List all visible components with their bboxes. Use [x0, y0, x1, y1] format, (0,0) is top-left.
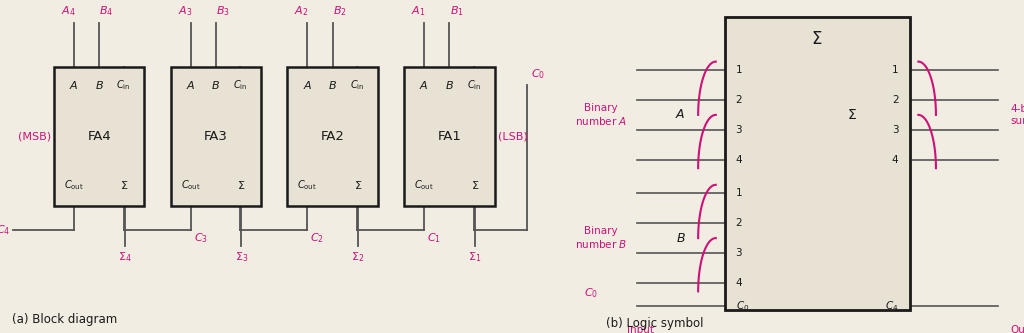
Text: 3: 3 — [735, 125, 742, 135]
Text: $\Sigma_2$: $\Sigma_2$ — [351, 250, 365, 263]
Bar — [404, 67, 495, 206]
Text: 4: 4 — [735, 155, 742, 165]
Text: 4: 4 — [735, 278, 742, 288]
Text: $B_3$: $B_3$ — [216, 5, 230, 18]
Text: $C_{\mathregular{in}}$: $C_{\mathregular{in}}$ — [350, 78, 365, 92]
Text: FA2: FA2 — [321, 130, 345, 143]
Text: $C_{\mathregular{out}}$: $C_{\mathregular{out}}$ — [63, 178, 84, 192]
Text: $C_{\mathregular{in}}$: $C_{\mathregular{in}}$ — [233, 78, 248, 92]
Text: 2: 2 — [735, 95, 742, 105]
Bar — [171, 67, 261, 206]
Text: (a) Block diagram: (a) Block diagram — [11, 313, 117, 326]
Text: (LSB): (LSB) — [498, 132, 527, 142]
Text: $A_4$: $A_4$ — [60, 5, 76, 18]
Text: 3: 3 — [892, 125, 898, 135]
Text: $B$: $B$ — [329, 79, 337, 91]
Text: $\Sigma$: $\Sigma$ — [471, 179, 479, 191]
Text: Binary
number $B$: Binary number $B$ — [575, 226, 628, 250]
Text: $A_2$: $A_2$ — [294, 5, 308, 18]
Text: $C_{\mathregular{in}}$: $C_{\mathregular{in}}$ — [117, 78, 131, 92]
Text: $C_3$: $C_3$ — [194, 231, 208, 245]
Text: FA4: FA4 — [87, 130, 111, 143]
Text: Output
carry: Output carry — [1011, 325, 1024, 333]
Text: (b) Logic symbol: (b) Logic symbol — [605, 317, 703, 330]
Text: $B$: $B$ — [212, 79, 220, 91]
Text: $A$: $A$ — [676, 108, 686, 122]
Text: Input
carry: Input carry — [628, 325, 654, 333]
Text: $C_{\mathregular{out}}$: $C_{\mathregular{out}}$ — [414, 178, 434, 192]
Bar — [725, 17, 909, 310]
Text: 1: 1 — [892, 65, 898, 75]
Text: $C_0$: $C_0$ — [735, 299, 749, 313]
Text: $\Sigma$: $\Sigma$ — [238, 179, 246, 191]
Text: FA3: FA3 — [204, 130, 228, 143]
Text: $A_1$: $A_1$ — [411, 5, 426, 18]
Bar — [288, 67, 378, 206]
Text: $\Sigma_3$: $\Sigma_3$ — [234, 250, 248, 263]
Text: $C_0$: $C_0$ — [531, 68, 546, 82]
Text: 4-bit
sum: 4-bit sum — [1011, 104, 1024, 126]
Text: $C_0$: $C_0$ — [584, 286, 598, 300]
Text: $B_2$: $B_2$ — [333, 5, 346, 18]
Text: $A_3$: $A_3$ — [177, 5, 193, 18]
Text: $\Sigma$: $\Sigma$ — [354, 179, 362, 191]
Text: FA1: FA1 — [437, 130, 462, 143]
Text: $C_1$: $C_1$ — [427, 231, 441, 245]
Text: $B$: $B$ — [676, 231, 685, 245]
Text: $A$: $A$ — [186, 79, 196, 91]
Text: $B_1$: $B_1$ — [450, 5, 464, 18]
Text: $\Sigma_1$: $\Sigma_1$ — [468, 250, 481, 263]
Text: 1: 1 — [735, 188, 742, 198]
Text: $C_{\mathregular{out}}$: $C_{\mathregular{out}}$ — [297, 178, 317, 192]
Text: $A$: $A$ — [420, 79, 429, 91]
Text: $C_4$: $C_4$ — [885, 299, 898, 313]
Text: $B$: $B$ — [445, 79, 454, 91]
Text: 3: 3 — [735, 248, 742, 258]
Text: $C_2$: $C_2$ — [310, 231, 325, 245]
Text: $\Sigma$: $\Sigma$ — [121, 179, 129, 191]
Text: $\Sigma_4$: $\Sigma_4$ — [118, 250, 131, 263]
Bar — [54, 67, 144, 206]
Text: $C_4$: $C_4$ — [0, 223, 10, 237]
Text: $B$: $B$ — [95, 79, 103, 91]
Text: Binary
number $A$: Binary number $A$ — [575, 103, 628, 127]
Text: $A$: $A$ — [303, 79, 312, 91]
Text: $\Sigma$: $\Sigma$ — [811, 30, 822, 48]
Text: $\Sigma$: $\Sigma$ — [847, 108, 857, 122]
Text: (MSB): (MSB) — [18, 132, 51, 142]
Text: $C_{\mathregular{out}}$: $C_{\mathregular{out}}$ — [180, 178, 201, 192]
Text: $A$: $A$ — [70, 79, 79, 91]
Text: $C_{\mathregular{in}}$: $C_{\mathregular{in}}$ — [467, 78, 481, 92]
Text: 2: 2 — [735, 218, 742, 228]
Text: 2: 2 — [892, 95, 898, 105]
Text: $B_4$: $B_4$ — [99, 5, 114, 18]
Text: 4: 4 — [892, 155, 898, 165]
Text: 1: 1 — [735, 65, 742, 75]
